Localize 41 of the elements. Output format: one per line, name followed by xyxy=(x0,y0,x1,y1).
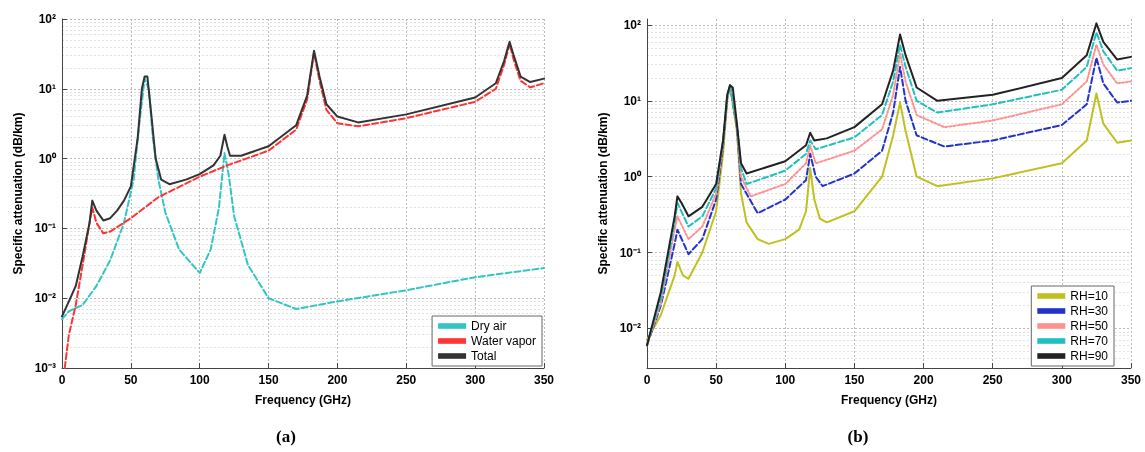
x-axis-title: Frequency (GHz) xyxy=(254,393,352,407)
x-tick-label: 350 xyxy=(533,373,555,387)
legend-label: Dry air xyxy=(471,319,507,333)
y-tick-label: 10⁻² xyxy=(619,321,641,336)
y-tick-label: 10⁻¹ xyxy=(34,221,56,236)
y-axis-title: Specific attenuation (dB/km) xyxy=(10,112,25,275)
x-tick-label: 100 xyxy=(775,373,796,387)
y-tick-label: 10¹ xyxy=(38,81,56,96)
x-tick-label: 300 xyxy=(465,373,486,387)
x-tick-label: 50 xyxy=(124,373,138,387)
x-axis-title: Frequency (GHz) xyxy=(840,393,937,407)
legend-label: RH=90 xyxy=(1070,349,1109,363)
x-tick-label: 350 xyxy=(1120,373,1142,387)
legend-label: RH=30 xyxy=(1070,304,1109,318)
y-tick-label: 10⁰ xyxy=(623,169,642,184)
text: (b) xyxy=(847,427,869,446)
x-tick-label: 200 xyxy=(327,373,348,387)
legend-label: RH=70 xyxy=(1070,334,1109,348)
y-tick-label: 10¹ xyxy=(623,93,641,108)
x-tick-label: 0 xyxy=(58,373,66,387)
y-tick-label: 10⁰ xyxy=(38,151,57,166)
x-tick-label: 150 xyxy=(258,373,279,387)
x-tick-label: 250 xyxy=(982,373,1004,387)
x-tick-label: 200 xyxy=(913,373,934,387)
y-tick-label: 10⁻³ xyxy=(34,361,56,375)
x-tick-label: 300 xyxy=(1051,373,1073,387)
y-axis-title: Specific attenuation (dB/km) xyxy=(595,112,610,275)
y-tick-label: 10² xyxy=(623,18,641,32)
x-tick-label: 0 xyxy=(643,373,651,387)
x-tick-label: 250 xyxy=(396,373,417,387)
y-tick-label: 10⁻¹ xyxy=(619,245,641,260)
y-tick-label: 10² xyxy=(38,12,56,26)
x-tick-label: 150 xyxy=(844,373,865,387)
legend-label: RH=50 xyxy=(1070,319,1109,333)
y-tick-label: 10⁻² xyxy=(34,291,56,306)
legend-label: Water vapor xyxy=(471,334,537,348)
legend-label: RH=10 xyxy=(1070,289,1109,303)
x-tick-label: 50 xyxy=(709,373,724,387)
text: (a) xyxy=(276,427,296,446)
x-tick-label: 100 xyxy=(189,373,211,387)
legend-label: Total xyxy=(471,349,497,363)
